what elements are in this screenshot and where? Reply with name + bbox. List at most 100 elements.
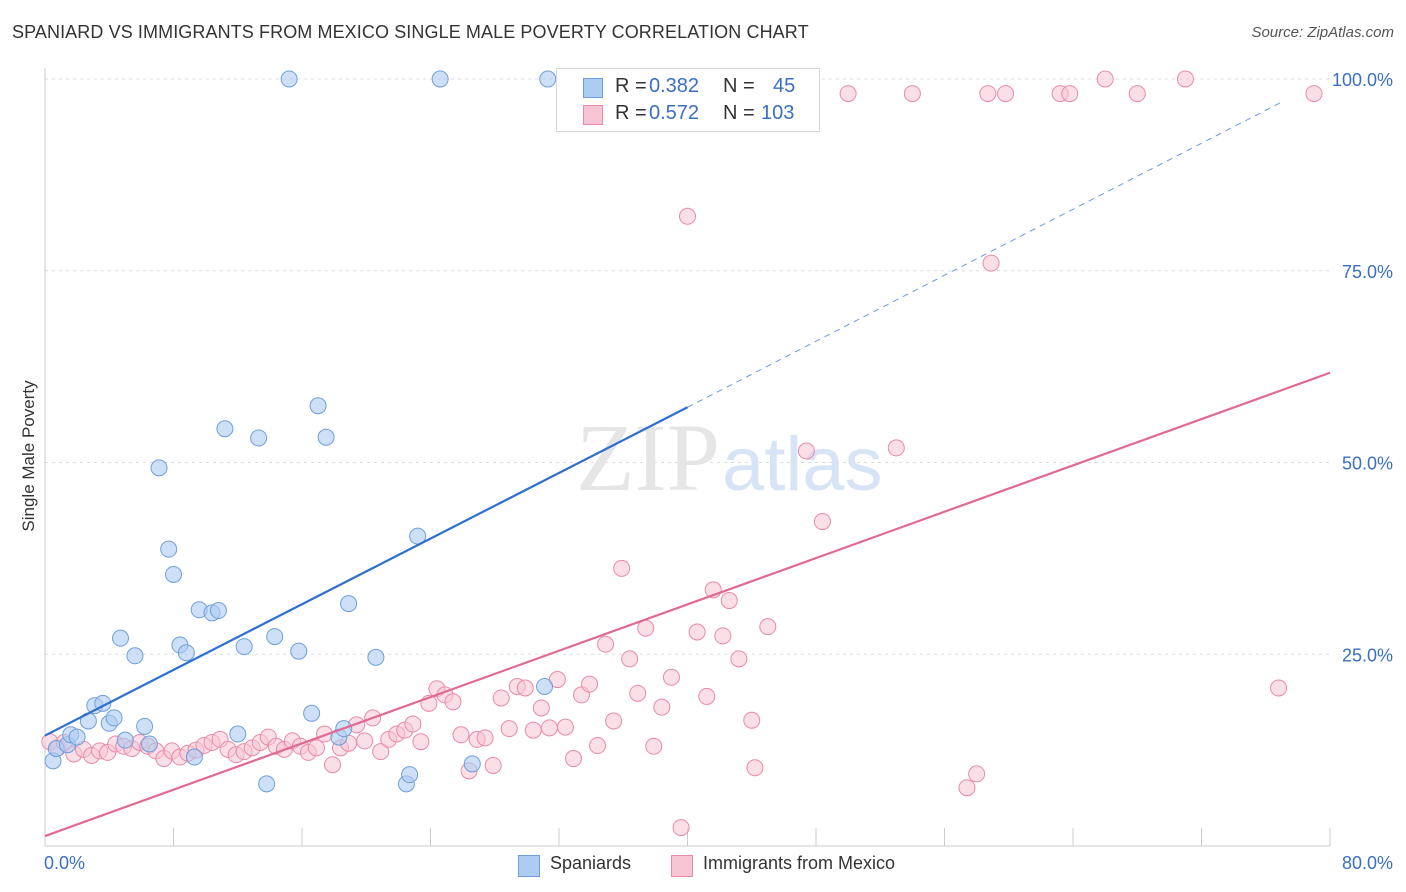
y-axis-label: Single Male Poverty (19, 380, 38, 532)
mexico-point (500, 720, 518, 738)
spaniards-point (177, 644, 195, 662)
mexico-point (1270, 679, 1288, 697)
spaniards-point (536, 677, 554, 695)
spaniards-point (136, 717, 154, 735)
spaniards-point (229, 725, 247, 743)
mexico-point (645, 737, 663, 755)
mexico-point (564, 750, 582, 768)
chart-title: SPANIARD VS IMMIGRANTS FROM MEXICO SINGL… (12, 22, 809, 42)
mexico-swatch (583, 105, 603, 125)
spaniards-point (431, 70, 449, 88)
spaniards-point (105, 709, 123, 727)
r-label: R = (615, 75, 647, 97)
spaniards-point (463, 755, 481, 773)
spaniards-point (165, 565, 182, 583)
spaniards-point (111, 629, 129, 647)
spaniards-point (150, 459, 168, 477)
mexico-point (662, 668, 680, 686)
mexico-point (746, 759, 764, 777)
mexico-point (679, 207, 696, 225)
mexico-point (324, 756, 342, 774)
mexico-point (720, 592, 738, 610)
spaniards-point (235, 638, 253, 656)
spaniards-point (280, 70, 298, 88)
mexico-point (979, 85, 997, 103)
mexico-point (492, 689, 510, 707)
mexico-point (356, 732, 374, 750)
tick-labels: 25.0% 50.0% 75.0% 100.0% 0.0% 80.0% (44, 70, 1393, 873)
n-label: N = (723, 102, 755, 124)
y-tick-label: 75.0% (1342, 262, 1393, 282)
gridlines (45, 78, 1330, 655)
mexico-point (698, 687, 716, 705)
mexico-point (743, 711, 761, 729)
mexico-legend-swatch (671, 855, 693, 877)
mexico-point (621, 650, 639, 668)
mexico-point (412, 733, 430, 751)
r-value: 0.382 (649, 75, 700, 97)
mexico-point (903, 85, 921, 103)
spaniards-point (317, 428, 335, 446)
mexico-point (1305, 85, 1323, 103)
mexico-point (372, 743, 390, 761)
mexico-point (307, 739, 325, 757)
spaniards-swatch (583, 78, 603, 98)
spaniards-point (303, 704, 321, 722)
mexico-point (516, 679, 534, 697)
spaniards-point (258, 775, 276, 793)
mexico-point (629, 684, 647, 702)
n-value: 103 (761, 102, 795, 124)
watermark-zip: ZIP (576, 404, 720, 511)
mexico-point (589, 737, 607, 755)
mexico-point (839, 85, 857, 103)
mexico-point (597, 635, 615, 653)
y-tick-label: 100.0% (1332, 70, 1393, 90)
mexico-point (476, 729, 494, 747)
mexico-point (797, 442, 815, 460)
mexico-point (672, 819, 690, 837)
spaniards-point (401, 766, 419, 784)
spaniards-point (116, 731, 134, 749)
mexico-point (759, 618, 777, 636)
r-label: R = (615, 102, 647, 124)
watermark-atlas: atlas (722, 422, 883, 507)
mexico-point (613, 559, 631, 577)
spaniards-trend-extension (687, 101, 1283, 408)
r-value: 0.572 (649, 102, 700, 124)
mexico-point (968, 765, 986, 783)
mexico-point (1176, 70, 1194, 88)
spaniards-point (209, 602, 227, 620)
spaniards-points (44, 70, 557, 793)
mexico-point (1128, 85, 1146, 103)
mexico-point (404, 715, 422, 733)
mexico-point (887, 439, 905, 457)
spaniards-point (539, 70, 557, 88)
x-tick-label-min: 0.0% (44, 853, 85, 873)
mexico-point (484, 756, 502, 774)
n-label: N = (723, 75, 755, 97)
x-tick-label-max: 80.0% (1342, 853, 1393, 873)
spaniards-point (266, 628, 284, 646)
correlation-stats-box: R = 0.382 N = 45 R = 0.572 N = 103 (556, 68, 820, 132)
spaniards-legend-label: Spaniards (550, 853, 632, 873)
y-tick-label: 50.0% (1342, 454, 1393, 474)
mexico-point (997, 85, 1015, 103)
mexico-point (813, 513, 831, 531)
spaniards-point (216, 420, 234, 438)
spaniards-point (250, 429, 268, 447)
mexico-trend-line (44, 371, 1331, 838)
mexico-point (688, 623, 706, 641)
spaniards-point (140, 735, 158, 753)
spaniards-point (68, 728, 86, 746)
mexico-point (524, 721, 542, 739)
n-value: 45 (773, 75, 796, 97)
trend-lines (44, 101, 1331, 838)
spaniards-point (126, 647, 144, 665)
mexico-point (540, 719, 558, 737)
mexico-point (444, 693, 462, 711)
spaniards-point (160, 540, 178, 558)
spaniards-point (367, 648, 385, 666)
mexico-legend-label: Immigrants from Mexico (703, 853, 896, 873)
spaniards-point (340, 595, 358, 613)
